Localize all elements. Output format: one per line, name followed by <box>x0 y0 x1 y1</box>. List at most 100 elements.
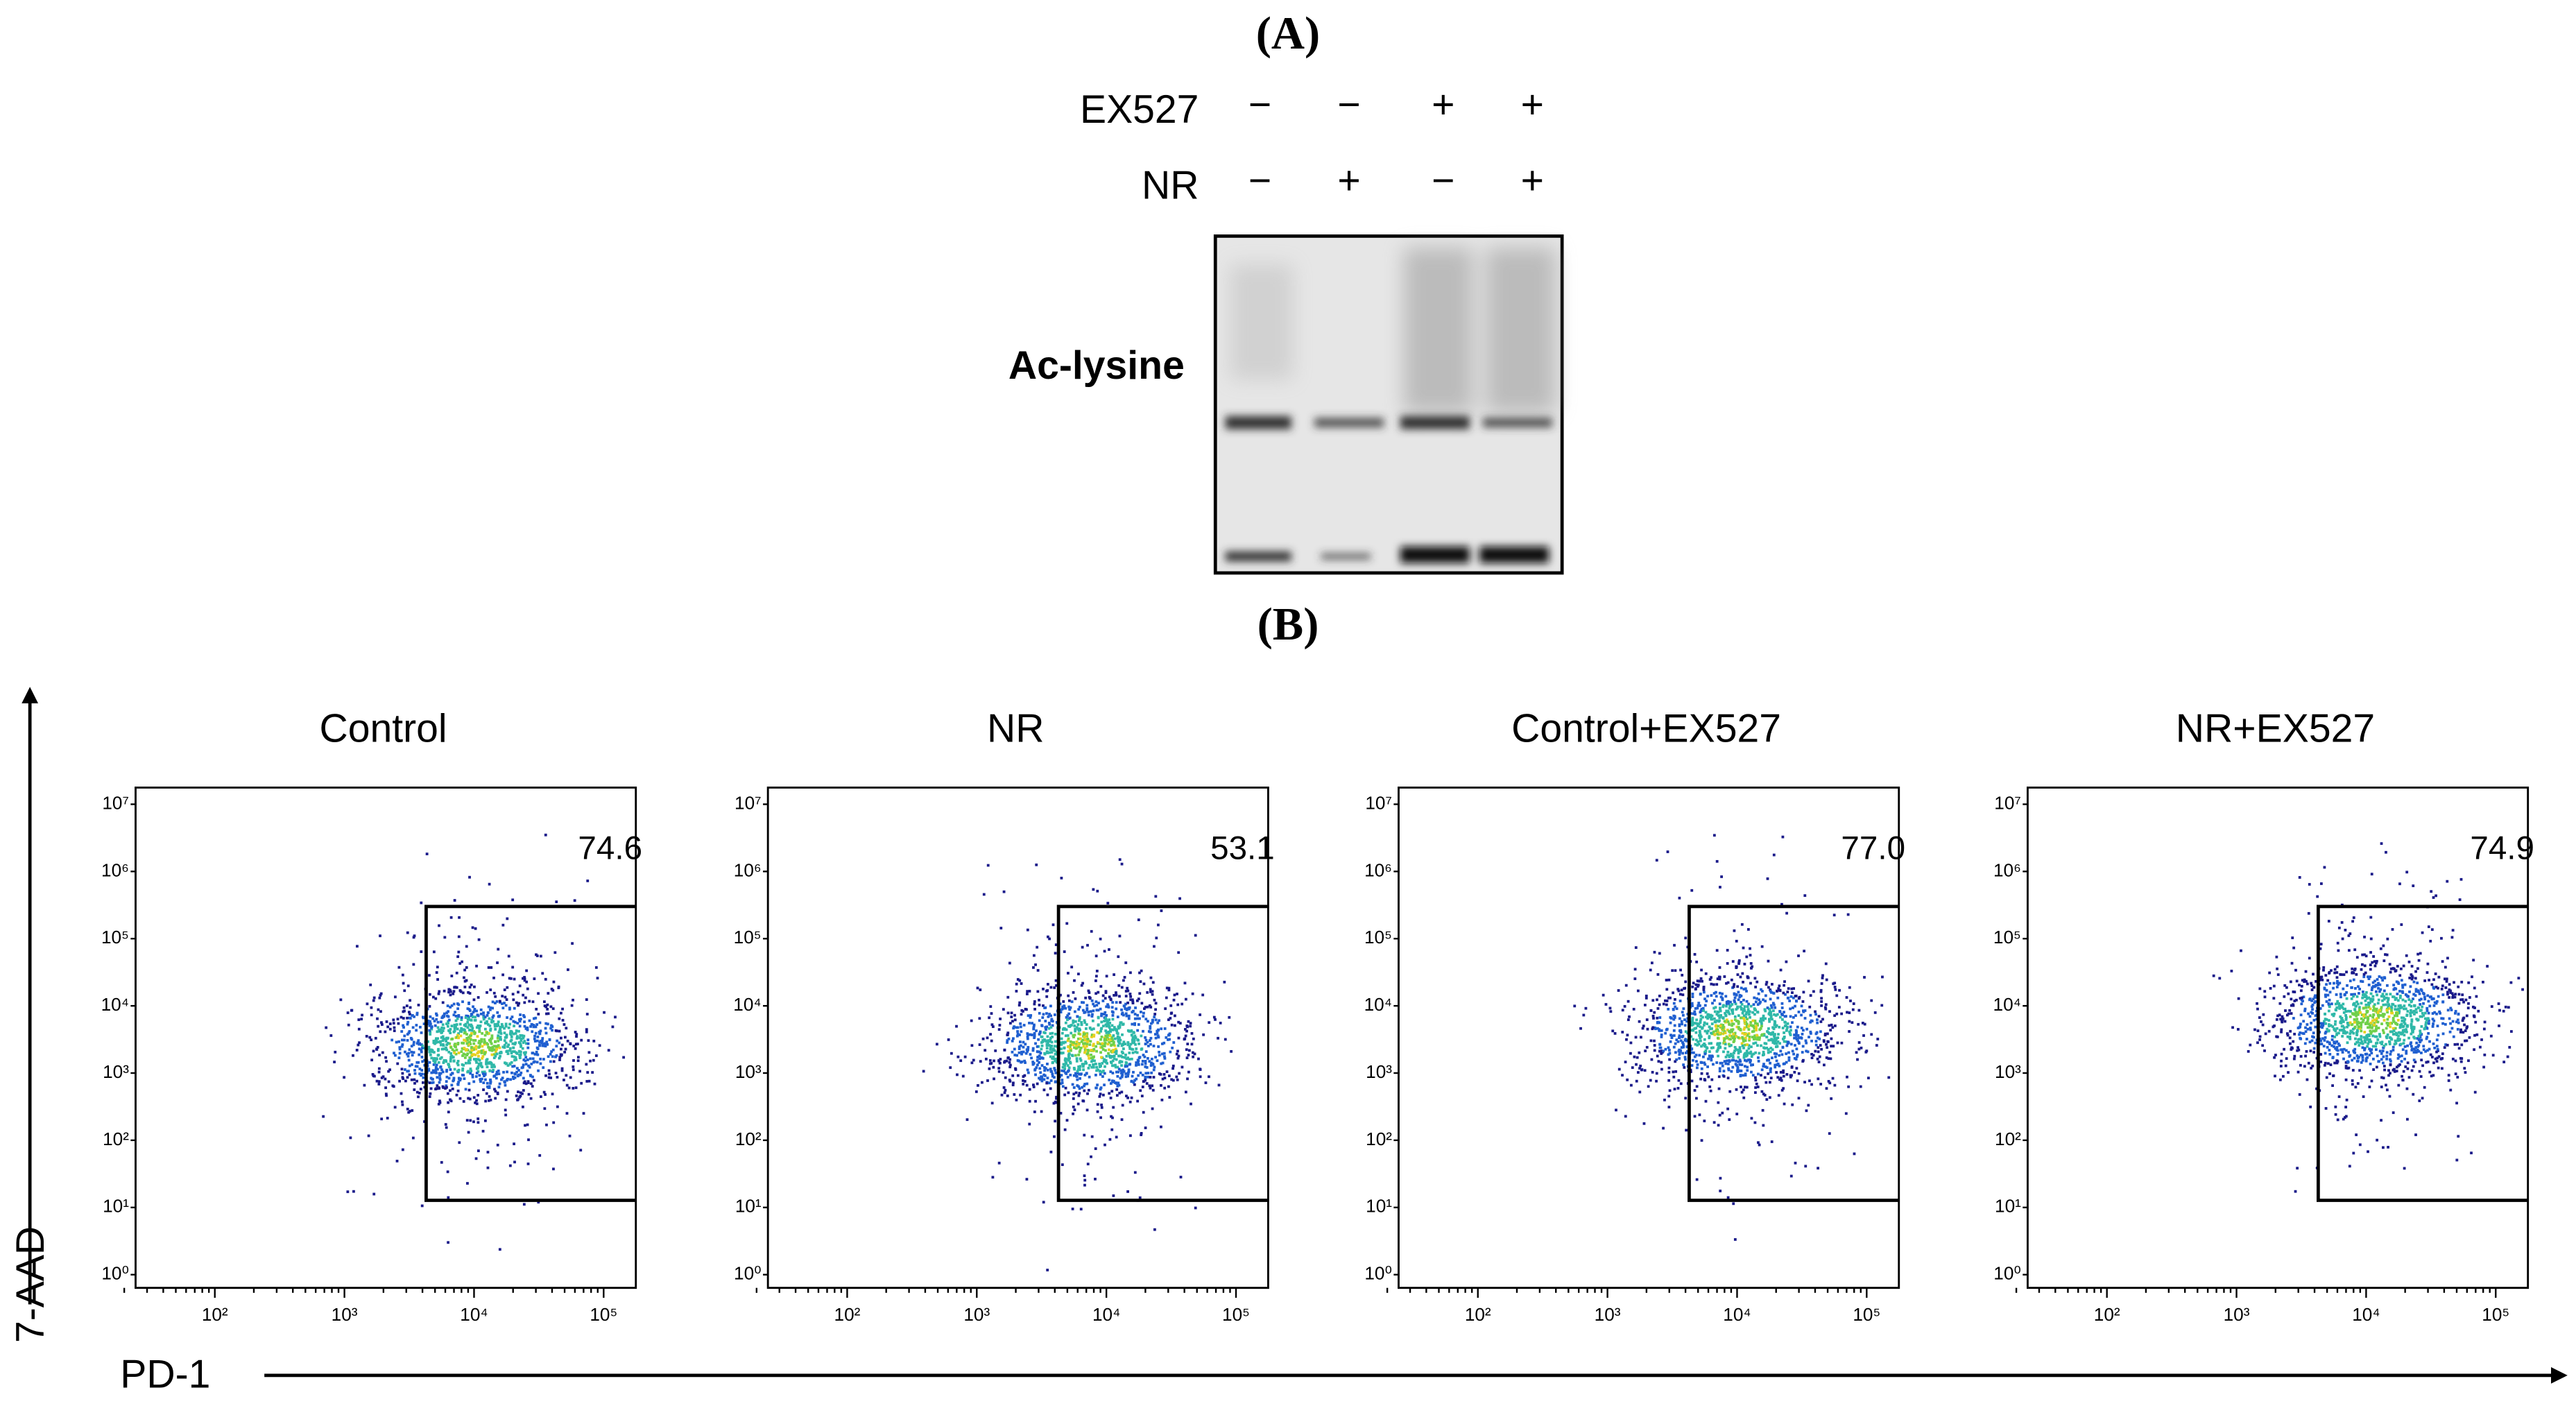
event-dot <box>489 1040 492 1043</box>
event-dot <box>1708 1025 1711 1029</box>
event-dot <box>1099 1027 1103 1031</box>
event-dot <box>457 935 461 938</box>
event-dot <box>578 1070 581 1073</box>
event-dot <box>1033 1000 1036 1003</box>
event-dot <box>408 1030 411 1033</box>
event-dot <box>1027 1071 1030 1074</box>
event-dot <box>526 1038 530 1042</box>
event-dot <box>546 1043 549 1046</box>
event-dot <box>506 1016 508 1019</box>
event-dot <box>1769 1013 1773 1016</box>
event-dot <box>1853 1152 1856 1156</box>
event-dot <box>547 992 550 995</box>
event-dot <box>2376 1038 2380 1041</box>
event-dot <box>1088 1027 1092 1030</box>
event-dot <box>491 1006 495 1010</box>
event-dot <box>1120 1118 1124 1122</box>
treatment-sign: − <box>1337 83 1360 127</box>
event-dot <box>1190 1043 1194 1046</box>
event-dot <box>1137 997 1140 1001</box>
event-dot <box>1649 1039 1653 1043</box>
event-dot <box>2352 978 2355 981</box>
event-dot <box>2345 1031 2349 1034</box>
event-dot <box>358 1041 361 1045</box>
event-dot <box>1665 1003 1668 1006</box>
event-dot <box>1045 1044 1049 1047</box>
event-dot <box>1149 1036 1153 1040</box>
event-dot <box>988 1016 991 1020</box>
event-dot <box>1717 1124 1720 1127</box>
event-dot <box>1749 1024 1753 1027</box>
event-dot <box>1185 1048 1188 1052</box>
event-dot <box>1230 1049 1233 1053</box>
event-dot <box>451 1048 454 1052</box>
event-dot <box>1751 1024 1755 1027</box>
event-dot <box>1098 1070 1101 1073</box>
event-dot <box>1669 996 1672 1000</box>
event-dot <box>1742 946 1745 950</box>
event-dot <box>1764 983 1768 986</box>
event-dot <box>1787 1058 1791 1062</box>
event-dot <box>1038 998 1040 1002</box>
event-dot <box>512 1032 515 1036</box>
event-dot <box>415 1090 419 1094</box>
event-dot <box>1699 1031 1701 1034</box>
event-dot <box>1741 1011 1744 1015</box>
event-dot <box>976 986 979 990</box>
event-dot <box>1085 1045 1088 1048</box>
event-dot <box>481 1055 485 1058</box>
event-dot <box>2396 1008 2399 1011</box>
event-dot <box>1105 1005 1108 1009</box>
event-dot <box>569 1043 572 1046</box>
event-dot <box>1036 1063 1039 1067</box>
event-dot <box>1711 1055 1714 1058</box>
event-dot <box>1706 1072 1709 1075</box>
event-dot <box>2421 1097 2424 1100</box>
event-dot <box>1736 1069 1739 1072</box>
event-dot <box>1087 1011 1090 1013</box>
event-dot <box>1685 1049 1689 1053</box>
event-dot <box>1793 1036 1796 1040</box>
event-dot <box>2389 970 2392 974</box>
event-dot <box>1023 1080 1027 1083</box>
event-dot <box>1030 1034 1033 1036</box>
event-dot <box>2326 1027 2329 1031</box>
event-dot <box>1080 984 1083 987</box>
event-dot <box>1729 1044 1733 1047</box>
event-dot <box>1109 997 1113 1001</box>
event-dot <box>1167 1034 1170 1037</box>
event-dot <box>1033 1068 1036 1072</box>
event-dot <box>505 998 508 1001</box>
event-dot <box>2369 1040 2373 1043</box>
event-dot <box>499 1025 502 1029</box>
event-dot <box>1033 1036 1036 1039</box>
event-dot <box>981 1037 985 1040</box>
event-dot <box>443 1012 446 1015</box>
event-dot <box>2382 1146 2385 1149</box>
event-dot <box>542 1000 546 1004</box>
event-dot <box>970 1019 973 1022</box>
event-dot <box>1114 1063 1117 1067</box>
event-dot <box>543 1107 547 1110</box>
event-dot <box>2467 981 2471 984</box>
event-dot <box>573 899 576 902</box>
event-dot <box>1130 1057 1133 1061</box>
event-dot <box>444 1038 447 1041</box>
event-dot <box>479 1080 482 1083</box>
event-dot <box>1096 1083 1099 1087</box>
event-dot <box>1646 1027 1649 1031</box>
event-dot <box>427 1040 429 1043</box>
event-dot <box>1745 955 1749 959</box>
event-dot <box>592 1058 595 1062</box>
event-dot <box>2382 959 2386 963</box>
event-dot <box>1832 1045 1835 1048</box>
event-dot <box>1024 1043 1027 1046</box>
event-dot <box>1104 1065 1106 1068</box>
event-dot <box>1185 1024 1189 1027</box>
event-dot <box>1036 1050 1039 1053</box>
event-dot <box>497 1072 501 1076</box>
event-dot <box>420 1050 423 1054</box>
event-dot <box>1115 1094 1119 1097</box>
event-dot <box>563 1050 567 1054</box>
event-dot <box>1721 992 1724 995</box>
